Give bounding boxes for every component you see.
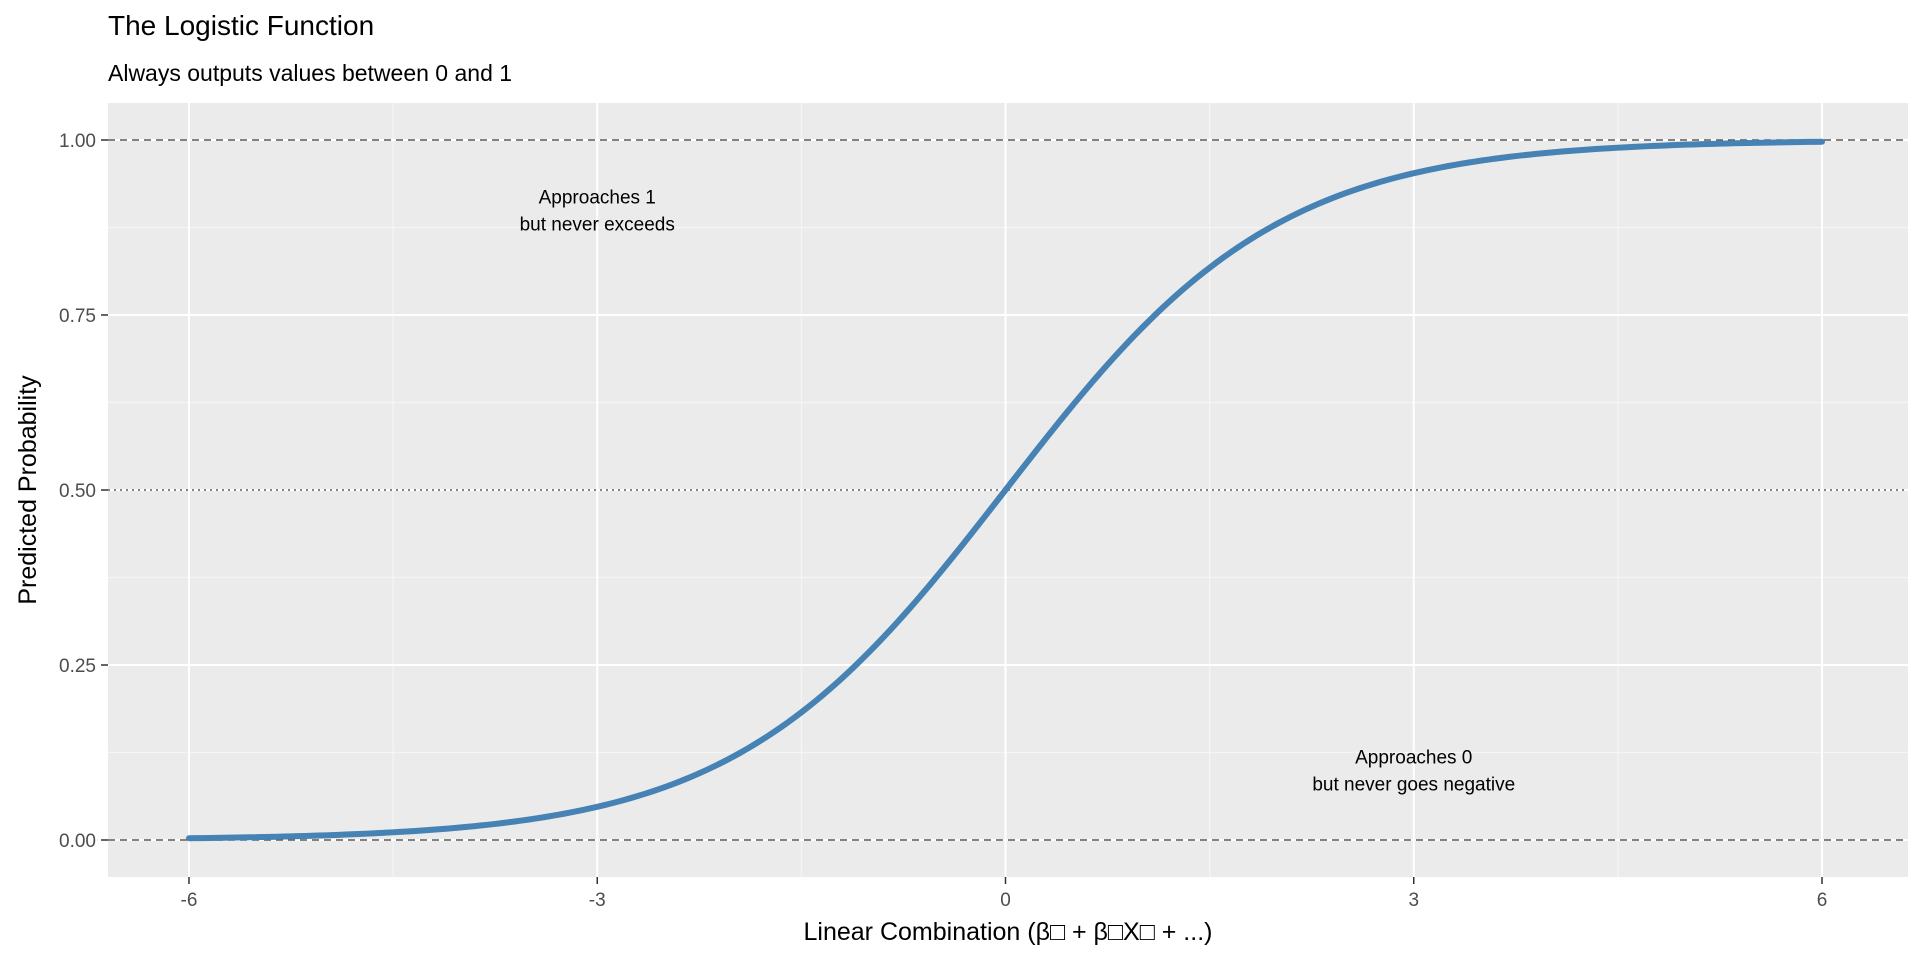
annotation-text: but never goes negative	[1312, 775, 1515, 796]
data-point	[1683, 142, 1689, 148]
data-point	[1547, 150, 1553, 156]
chart-title: The Logistic Function	[108, 10, 375, 41]
y-axis-title: Predicted Probability	[14, 375, 42, 605]
x-axis: -6 -3 0 3 6	[181, 877, 1828, 911]
data-point	[1411, 170, 1417, 176]
data-point	[1207, 265, 1213, 271]
y-tick-label: 0.75	[59, 306, 96, 327]
x-tick-label: -3	[589, 890, 606, 911]
data-point	[1751, 140, 1757, 146]
x-axis-title: Linear Combination (β□ + β□X□ + ...)	[804, 918, 1213, 946]
data-point	[1343, 190, 1349, 196]
data-point	[458, 824, 464, 830]
y-axis: 0.00 0.25 0.50 0.75 1.00	[59, 131, 108, 852]
data-point	[594, 804, 600, 810]
data-point	[390, 829, 396, 835]
series-line	[186, 138, 1825, 842]
data-point	[798, 709, 804, 715]
x-tick-label: 0	[1000, 890, 1011, 911]
data-point	[1003, 487, 1009, 493]
annotation-text: Approaches 0	[1355, 748, 1472, 769]
data-point	[934, 573, 940, 579]
x-tick-label: -6	[181, 890, 198, 911]
chart-subtitle: Always outputs values between 0 and 1	[108, 60, 513, 86]
y-tick-label: 1.00	[59, 131, 96, 152]
data-point	[1479, 158, 1485, 164]
y-tick-label: 0.00	[59, 831, 96, 852]
y-tick-label: 0.25	[59, 656, 96, 677]
data-point	[662, 784, 668, 790]
data-point	[1071, 401, 1077, 407]
y-tick-label: 0.50	[59, 481, 96, 502]
data-point	[1139, 325, 1145, 331]
data-point	[1275, 220, 1281, 226]
data-point	[866, 649, 872, 655]
data-point	[186, 835, 192, 841]
data-point	[730, 754, 736, 760]
annotations: Approaches 1 but never exceeds Approaches …	[520, 188, 1516, 796]
data-point	[526, 816, 532, 822]
annotation-text: but never exceeds	[520, 215, 675, 236]
x-tick-label: 6	[1817, 890, 1828, 911]
data-point	[322, 832, 328, 838]
data-point	[1819, 139, 1825, 145]
x-tick-label: 3	[1408, 890, 1419, 911]
data-point	[254, 834, 260, 840]
annotation-text: Approaches 1	[539, 188, 656, 209]
data-point	[1615, 145, 1621, 151]
